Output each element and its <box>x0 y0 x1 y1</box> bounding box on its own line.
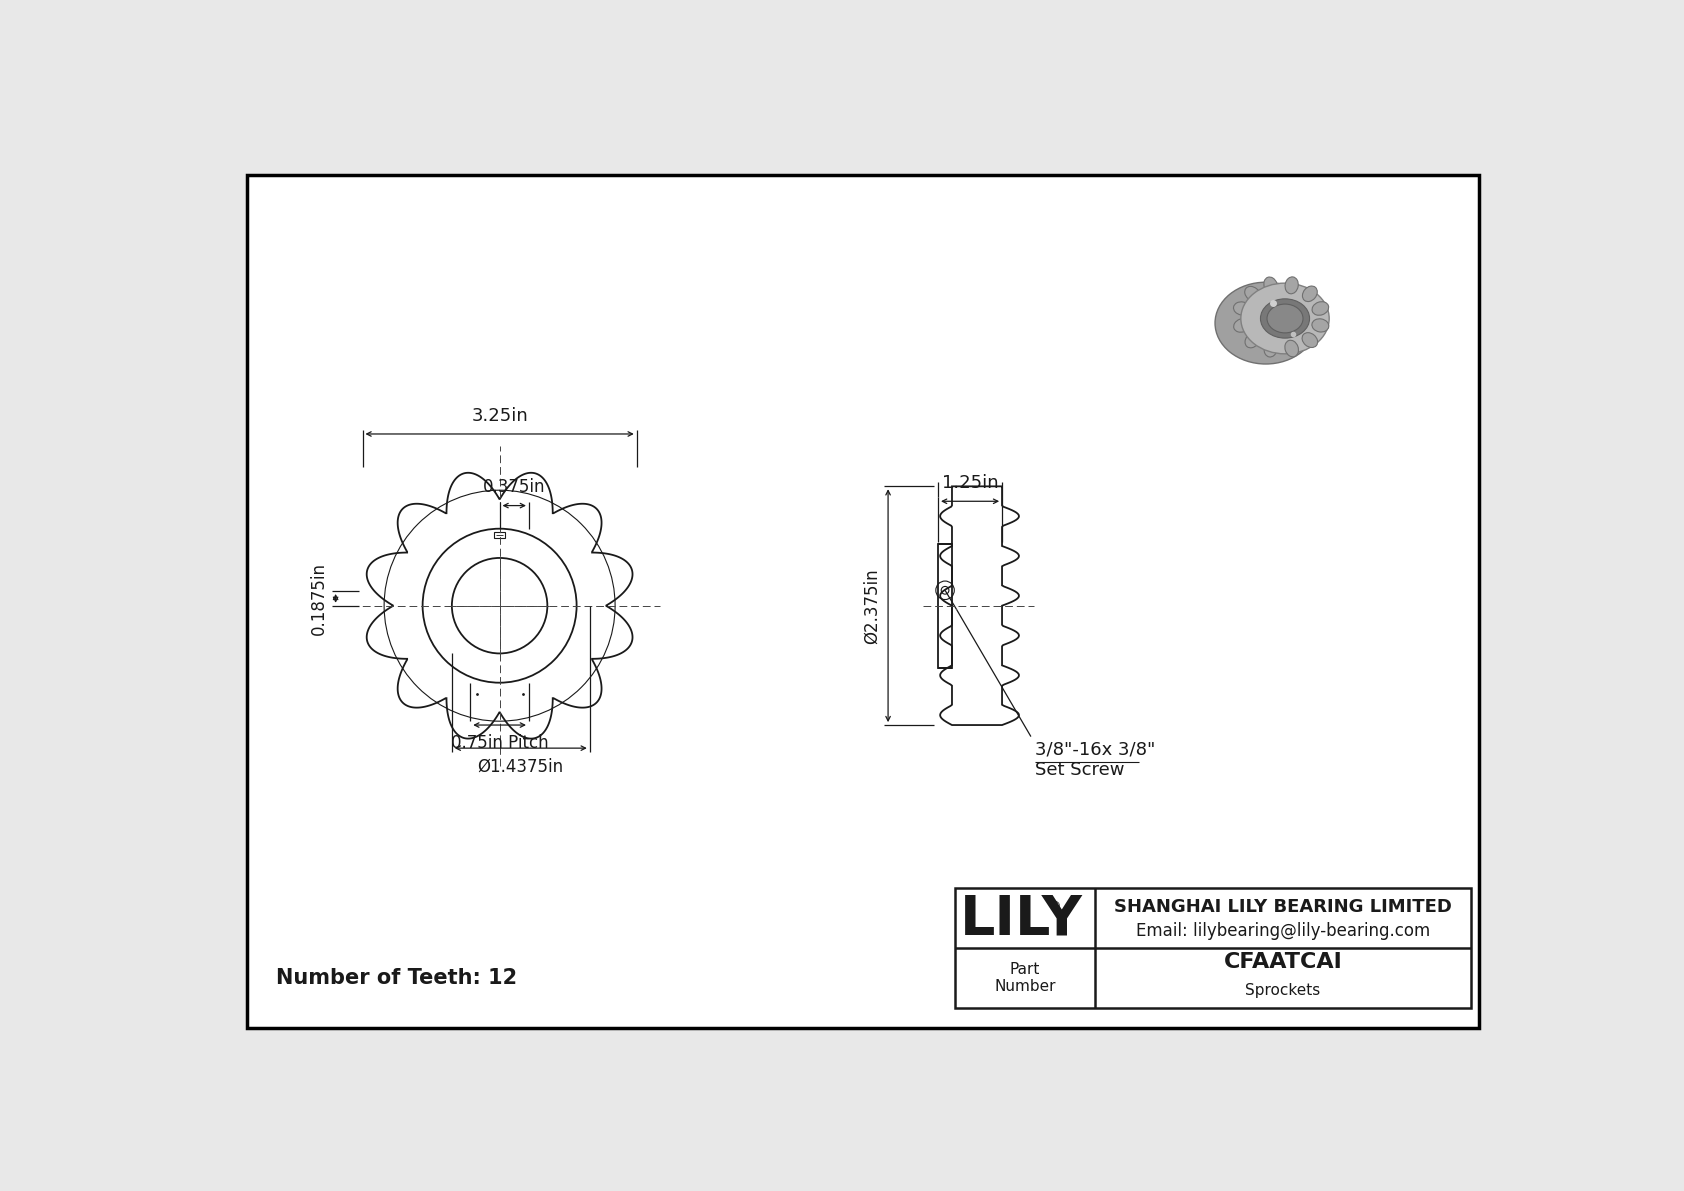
Ellipse shape <box>1244 286 1260 301</box>
Text: 0.375in: 0.375in <box>483 479 546 497</box>
Text: ®: ® <box>1047 900 1061 913</box>
Ellipse shape <box>1265 341 1276 357</box>
Text: 1.25in: 1.25in <box>941 474 999 492</box>
Text: 0.75in Pitch: 0.75in Pitch <box>451 735 549 753</box>
Ellipse shape <box>1312 301 1329 316</box>
Text: Ø2.375in: Ø2.375in <box>862 568 881 643</box>
Text: SHANGHAI LILY BEARING LIMITED: SHANGHAI LILY BEARING LIMITED <box>1115 898 1452 916</box>
Ellipse shape <box>1234 319 1250 332</box>
Ellipse shape <box>1285 341 1298 357</box>
Ellipse shape <box>1216 282 1317 364</box>
Ellipse shape <box>1244 332 1260 348</box>
Ellipse shape <box>1285 276 1298 294</box>
Text: Part
Number: Part Number <box>994 961 1056 994</box>
Ellipse shape <box>1302 286 1317 301</box>
Bar <box>493 531 505 538</box>
Ellipse shape <box>1260 299 1310 338</box>
Bar <box>955 888 1472 1008</box>
Text: 0.1875in: 0.1875in <box>310 562 328 635</box>
Ellipse shape <box>1312 319 1329 332</box>
Ellipse shape <box>1265 278 1278 294</box>
Text: Email: lilybearing@lily-bearing.com: Email: lilybearing@lily-bearing.com <box>1137 922 1430 940</box>
Text: Ø1.4375in: Ø1.4375in <box>478 757 564 775</box>
Ellipse shape <box>1241 283 1329 354</box>
Ellipse shape <box>1233 301 1251 316</box>
Text: Sprockets: Sprockets <box>1246 984 1320 998</box>
Text: LILY: LILY <box>960 892 1083 947</box>
Text: CFAATCAI: CFAATCAI <box>1224 953 1342 972</box>
Ellipse shape <box>1266 304 1303 332</box>
Text: 3/8"-16x 3/8"
Set Screw: 3/8"-16x 3/8" Set Screw <box>1034 741 1155 779</box>
Ellipse shape <box>1302 332 1317 348</box>
Text: Number of Teeth: 12: Number of Teeth: 12 <box>276 968 517 989</box>
Bar <box>938 543 951 668</box>
Text: 3.25in: 3.25in <box>472 407 529 425</box>
